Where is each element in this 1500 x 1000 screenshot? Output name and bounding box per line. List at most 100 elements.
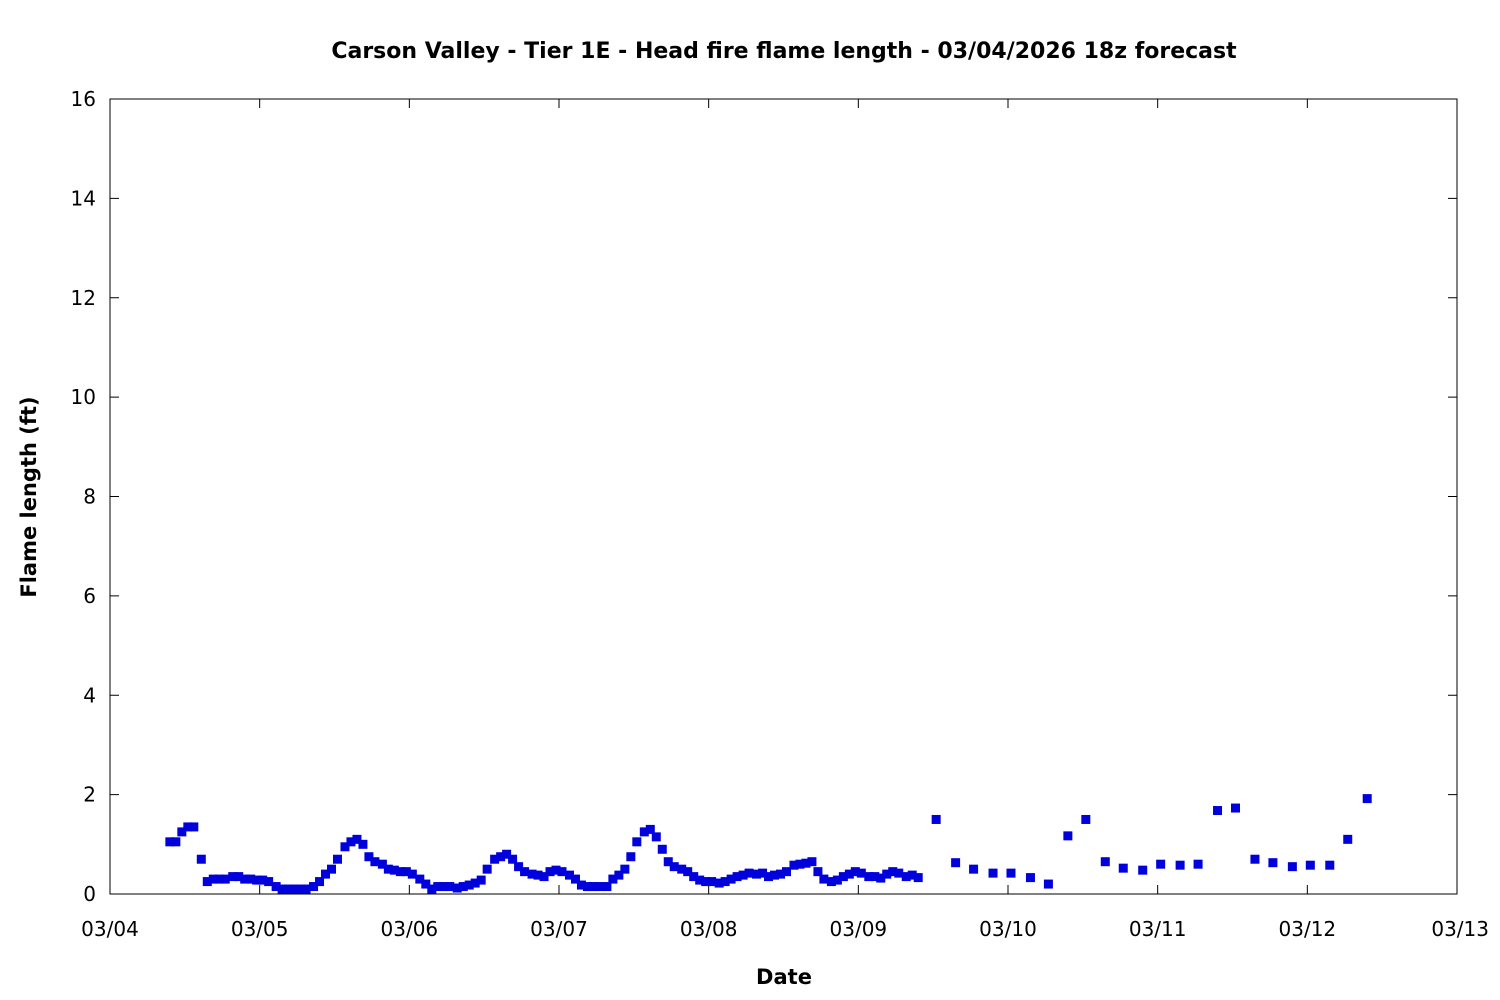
data-point (352, 834, 362, 844)
y-tick-label: 12 (71, 286, 96, 310)
y-tick-label: 0 (83, 882, 96, 906)
data-point (758, 868, 768, 878)
data-point (421, 879, 431, 889)
data-point (1138, 865, 1148, 875)
data-point (901, 872, 911, 882)
data-point (289, 884, 299, 894)
data-point (295, 884, 305, 894)
data-point (246, 874, 256, 884)
data-point (626, 852, 636, 862)
data-point (752, 869, 762, 879)
data-point (620, 864, 630, 874)
data-point (695, 875, 705, 885)
data-point (189, 822, 199, 832)
data-point (832, 875, 842, 885)
data-point (452, 883, 462, 893)
data-point (564, 870, 574, 880)
x-tick-label: 03/12 (1279, 917, 1337, 941)
data-point (608, 874, 618, 884)
data-point (1250, 854, 1260, 864)
data-point (520, 867, 530, 877)
data-point (482, 864, 492, 874)
data-point (1325, 860, 1335, 870)
data-point (969, 864, 979, 874)
data-point (533, 870, 543, 880)
data-point (639, 827, 649, 837)
data-point (594, 882, 604, 892)
data-point (720, 877, 730, 887)
data-point (632, 837, 642, 847)
data-point (264, 877, 274, 887)
x-tick-label: 03/10 (979, 917, 1037, 941)
data-point (234, 872, 244, 882)
y-tick-label: 6 (83, 584, 96, 608)
data-point (707, 877, 717, 887)
data-point (208, 874, 218, 884)
data-point (951, 858, 961, 868)
data-point (789, 860, 799, 870)
data-point (514, 862, 524, 872)
data-point (907, 870, 917, 880)
data-point (228, 872, 238, 882)
data-point (377, 859, 387, 869)
y-axis-label: Flame length (ft) (17, 396, 41, 597)
data-point (1213, 806, 1223, 816)
y-tick-label: 16 (71, 87, 96, 111)
data-point (988, 868, 998, 878)
axis-ticks: 0 2 4 6 8 10 12 14 16 03/04 03/05 03/06 03/07 03/08 03… (71, 87, 1489, 941)
data-point (776, 869, 786, 879)
data-point (614, 870, 624, 880)
data-point (1343, 834, 1353, 844)
data-point (714, 878, 724, 888)
data-point (602, 882, 612, 892)
data-point (332, 854, 342, 864)
data-point (395, 867, 405, 877)
data-point (882, 869, 892, 879)
data-point (888, 867, 898, 877)
data-point (321, 869, 331, 879)
data-point (551, 865, 561, 875)
data-point (838, 872, 848, 882)
data-point (870, 872, 880, 882)
data-point (1175, 860, 1185, 870)
plot-frame (109, 98, 1458, 895)
y-tick-label: 10 (71, 385, 96, 409)
data-point (582, 882, 592, 892)
data-point (651, 832, 661, 842)
data-point (1025, 873, 1035, 883)
data-points (165, 794, 1372, 894)
data-point (850, 867, 860, 877)
data-point (701, 877, 711, 887)
data-point (346, 837, 356, 847)
data-point (732, 872, 742, 882)
chart-title: Carson Valley - Tier 1E - Head fire flam… (331, 39, 1237, 64)
data-point (433, 882, 443, 892)
data-point (502, 849, 512, 859)
data-point (383, 864, 393, 874)
data-point (401, 867, 411, 877)
data-point (570, 874, 580, 884)
data-point (770, 870, 780, 880)
data-point (689, 872, 699, 882)
data-point (738, 870, 748, 880)
data-point (683, 867, 693, 877)
data-point (913, 873, 923, 883)
data-point (744, 868, 754, 878)
data-point (764, 872, 774, 882)
data-point (726, 874, 736, 884)
data-point (864, 872, 874, 882)
data-point (177, 827, 187, 837)
data-point (490, 854, 500, 864)
data-point (165, 837, 175, 847)
x-tick-label: 03/04 (81, 917, 139, 941)
data-point (1230, 803, 1240, 813)
data-point (202, 877, 212, 887)
data-point (557, 867, 567, 877)
data-point (277, 884, 287, 894)
data-point (663, 857, 673, 867)
x-tick-label: 03/07 (530, 917, 588, 941)
data-point (657, 844, 667, 854)
x-tick-label: 03/11 (1129, 917, 1187, 941)
data-point (669, 862, 679, 872)
data-point (894, 868, 904, 878)
